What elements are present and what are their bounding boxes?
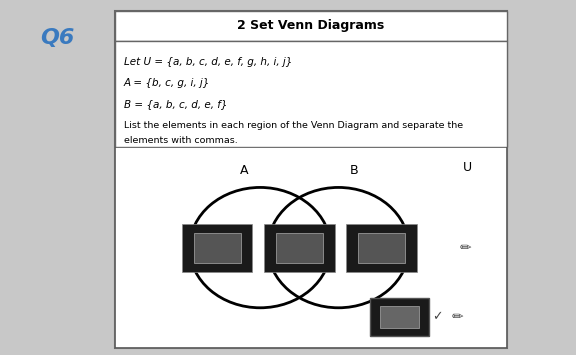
- FancyBboxPatch shape: [115, 41, 507, 147]
- FancyBboxPatch shape: [346, 224, 417, 272]
- FancyBboxPatch shape: [182, 224, 252, 272]
- Text: A: A: [240, 164, 249, 178]
- FancyBboxPatch shape: [264, 224, 335, 272]
- FancyBboxPatch shape: [194, 233, 241, 263]
- Text: 2 Set Venn Diagrams: 2 Set Venn Diagrams: [237, 19, 385, 32]
- Text: List the elements in each region of the Venn Diagram and separate the: List the elements in each region of the …: [124, 121, 463, 130]
- Text: Let U = {a, b, c, d, e, f, g, h, i, j}: Let U = {a, b, c, d, e, f, g, h, i, j}: [124, 57, 292, 67]
- Text: B = {a, b, c, d, e, f}: B = {a, b, c, d, e, f}: [124, 99, 228, 109]
- Text: B: B: [350, 164, 358, 178]
- Text: ✏: ✏: [452, 310, 464, 324]
- FancyBboxPatch shape: [115, 11, 507, 348]
- FancyBboxPatch shape: [370, 298, 429, 336]
- Text: Q6: Q6: [40, 28, 75, 48]
- FancyBboxPatch shape: [380, 306, 419, 328]
- Text: A = {b, c, g, i, j}: A = {b, c, g, i, j}: [124, 78, 210, 88]
- Text: ✓: ✓: [433, 310, 443, 323]
- Text: U: U: [463, 162, 472, 174]
- FancyBboxPatch shape: [115, 11, 507, 41]
- Text: elements with commas.: elements with commas.: [124, 136, 237, 145]
- Text: ✏: ✏: [460, 241, 472, 255]
- FancyBboxPatch shape: [358, 233, 405, 263]
- FancyBboxPatch shape: [276, 233, 323, 263]
